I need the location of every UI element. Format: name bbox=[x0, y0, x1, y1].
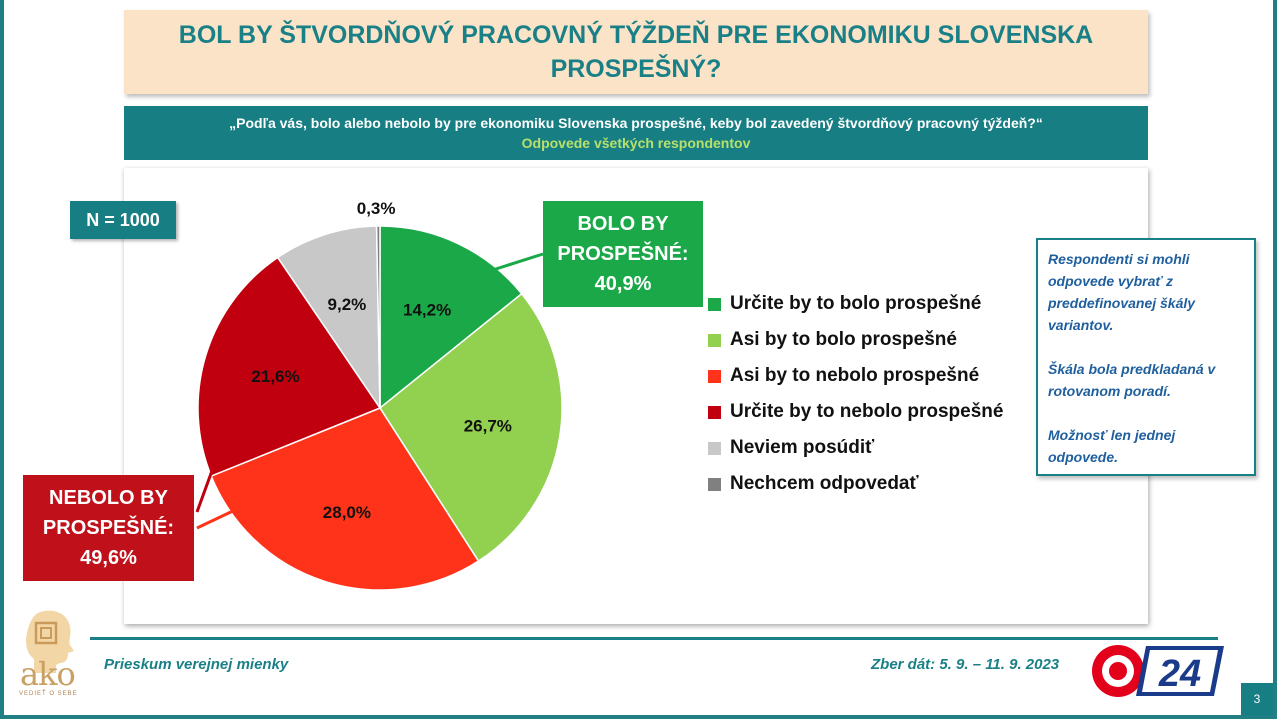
frame-left bbox=[0, 0, 4, 719]
callout-not-beneficial: NEBOLO BY PROSPEŠNÉ: 49,6% bbox=[23, 475, 194, 581]
legend-label: Nechcem odpovedať bbox=[730, 473, 919, 494]
methodology-note: Respondenti si mohli odpovede vybrať z p… bbox=[1036, 238, 1256, 476]
footer-survey-label: Prieskum verejnej mienky bbox=[104, 656, 289, 673]
note-paragraph-3: Možnosť len jednej odpovede. bbox=[1048, 427, 1176, 465]
legend-swatch bbox=[708, 297, 721, 311]
footer-date-range: Zber dát: 5. 9. – 11. 9. 2023 bbox=[871, 656, 1060, 673]
legend-swatch bbox=[708, 333, 721, 347]
ako-logo-icon bbox=[26, 610, 74, 673]
note-paragraph-2: Škála bola predkladaná v rotovanom porad… bbox=[1048, 361, 1216, 399]
legend-label: Neviem posúdiť bbox=[730, 437, 875, 458]
legend-label: Asi by to nebolo prospešné bbox=[730, 365, 980, 386]
legend-item: Neviem posúdiť bbox=[708, 430, 1003, 466]
title-box: BOL BY ŠTVORDŇOVÝ PRACOVNÝ TÝŽDEŇ PRE EK… bbox=[124, 10, 1148, 94]
question-box: „Podľa vás, bolo alebo nebolo by pre eko… bbox=[124, 106, 1148, 160]
ako-logo-text: ako bbox=[20, 655, 76, 693]
callout-beneficial-line1: BOLO BY bbox=[577, 213, 669, 235]
legend-label: Určite by to bolo prospešné bbox=[730, 293, 982, 314]
callout-not-beneficial-line2: PROSPEŠNÉ: bbox=[42, 517, 175, 539]
note-paragraph-1: Respondenti si mohli odpovede vybrať z p… bbox=[1048, 251, 1196, 333]
sample-size-badge: N = 1000 bbox=[70, 201, 176, 239]
question-subtitle: Odpovede všetkých respondentov bbox=[521, 135, 751, 151]
callout-not-beneficial-value: 49,6% bbox=[80, 547, 137, 569]
legend-item: Určite by to bolo prospešné bbox=[708, 286, 1003, 322]
legend-swatch bbox=[708, 477, 721, 491]
legend-swatch bbox=[708, 405, 721, 419]
footer-divider bbox=[90, 637, 1218, 640]
legend-swatch bbox=[708, 441, 721, 455]
legend-item: Určite by to nebolo prospešné bbox=[708, 394, 1003, 430]
tv-channel-logo-icon: 24 bbox=[1092, 645, 1224, 697]
legend-item: Asi by to bolo prospešné bbox=[708, 322, 1003, 358]
legend-swatch bbox=[708, 369, 721, 383]
callout-not-beneficial-line1: NEBOLO BY bbox=[49, 487, 168, 509]
page-number: 3 bbox=[1241, 683, 1273, 715]
ako-logo-tagline: VEDIEŤ O SEBE bbox=[19, 691, 78, 697]
callout-beneficial-value: 40,9% bbox=[594, 273, 652, 295]
frame-right bbox=[1273, 0, 1277, 719]
legend-label: Určite by to nebolo prospešné bbox=[730, 401, 1004, 422]
callout-beneficial: BOLO BY PROSPEŠNÉ: 40,9% bbox=[543, 201, 703, 307]
page-title: BOL BY ŠTVORDŇOVÝ PRACOVNÝ TÝŽDEŇ PRE EK… bbox=[178, 21, 1094, 83]
tv-logo-text: 24 bbox=[1158, 653, 1201, 695]
legend-item: Nechcem odpovedať bbox=[708, 466, 1003, 502]
question-text: „Podľa vás, bolo alebo nebolo by pre eko… bbox=[229, 115, 1043, 131]
chart-legend: Určite by to bolo prospešné Asi by to bol… bbox=[708, 286, 1003, 502]
callout-beneficial-line2: PROSPEŠNÉ: bbox=[557, 243, 689, 265]
legend-label: Asi by to bolo prospešné bbox=[730, 329, 957, 350]
frame-bottom bbox=[0, 715, 1277, 719]
legend-item: Asi by to nebolo prospešné bbox=[708, 358, 1003, 394]
